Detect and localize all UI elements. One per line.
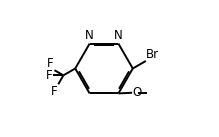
Text: Br: Br bbox=[146, 48, 159, 61]
Text: N: N bbox=[85, 29, 94, 42]
Text: O: O bbox=[132, 86, 142, 99]
Text: N: N bbox=[114, 29, 123, 42]
Text: F: F bbox=[51, 85, 58, 98]
Text: F: F bbox=[47, 57, 54, 70]
Text: F: F bbox=[46, 69, 53, 82]
